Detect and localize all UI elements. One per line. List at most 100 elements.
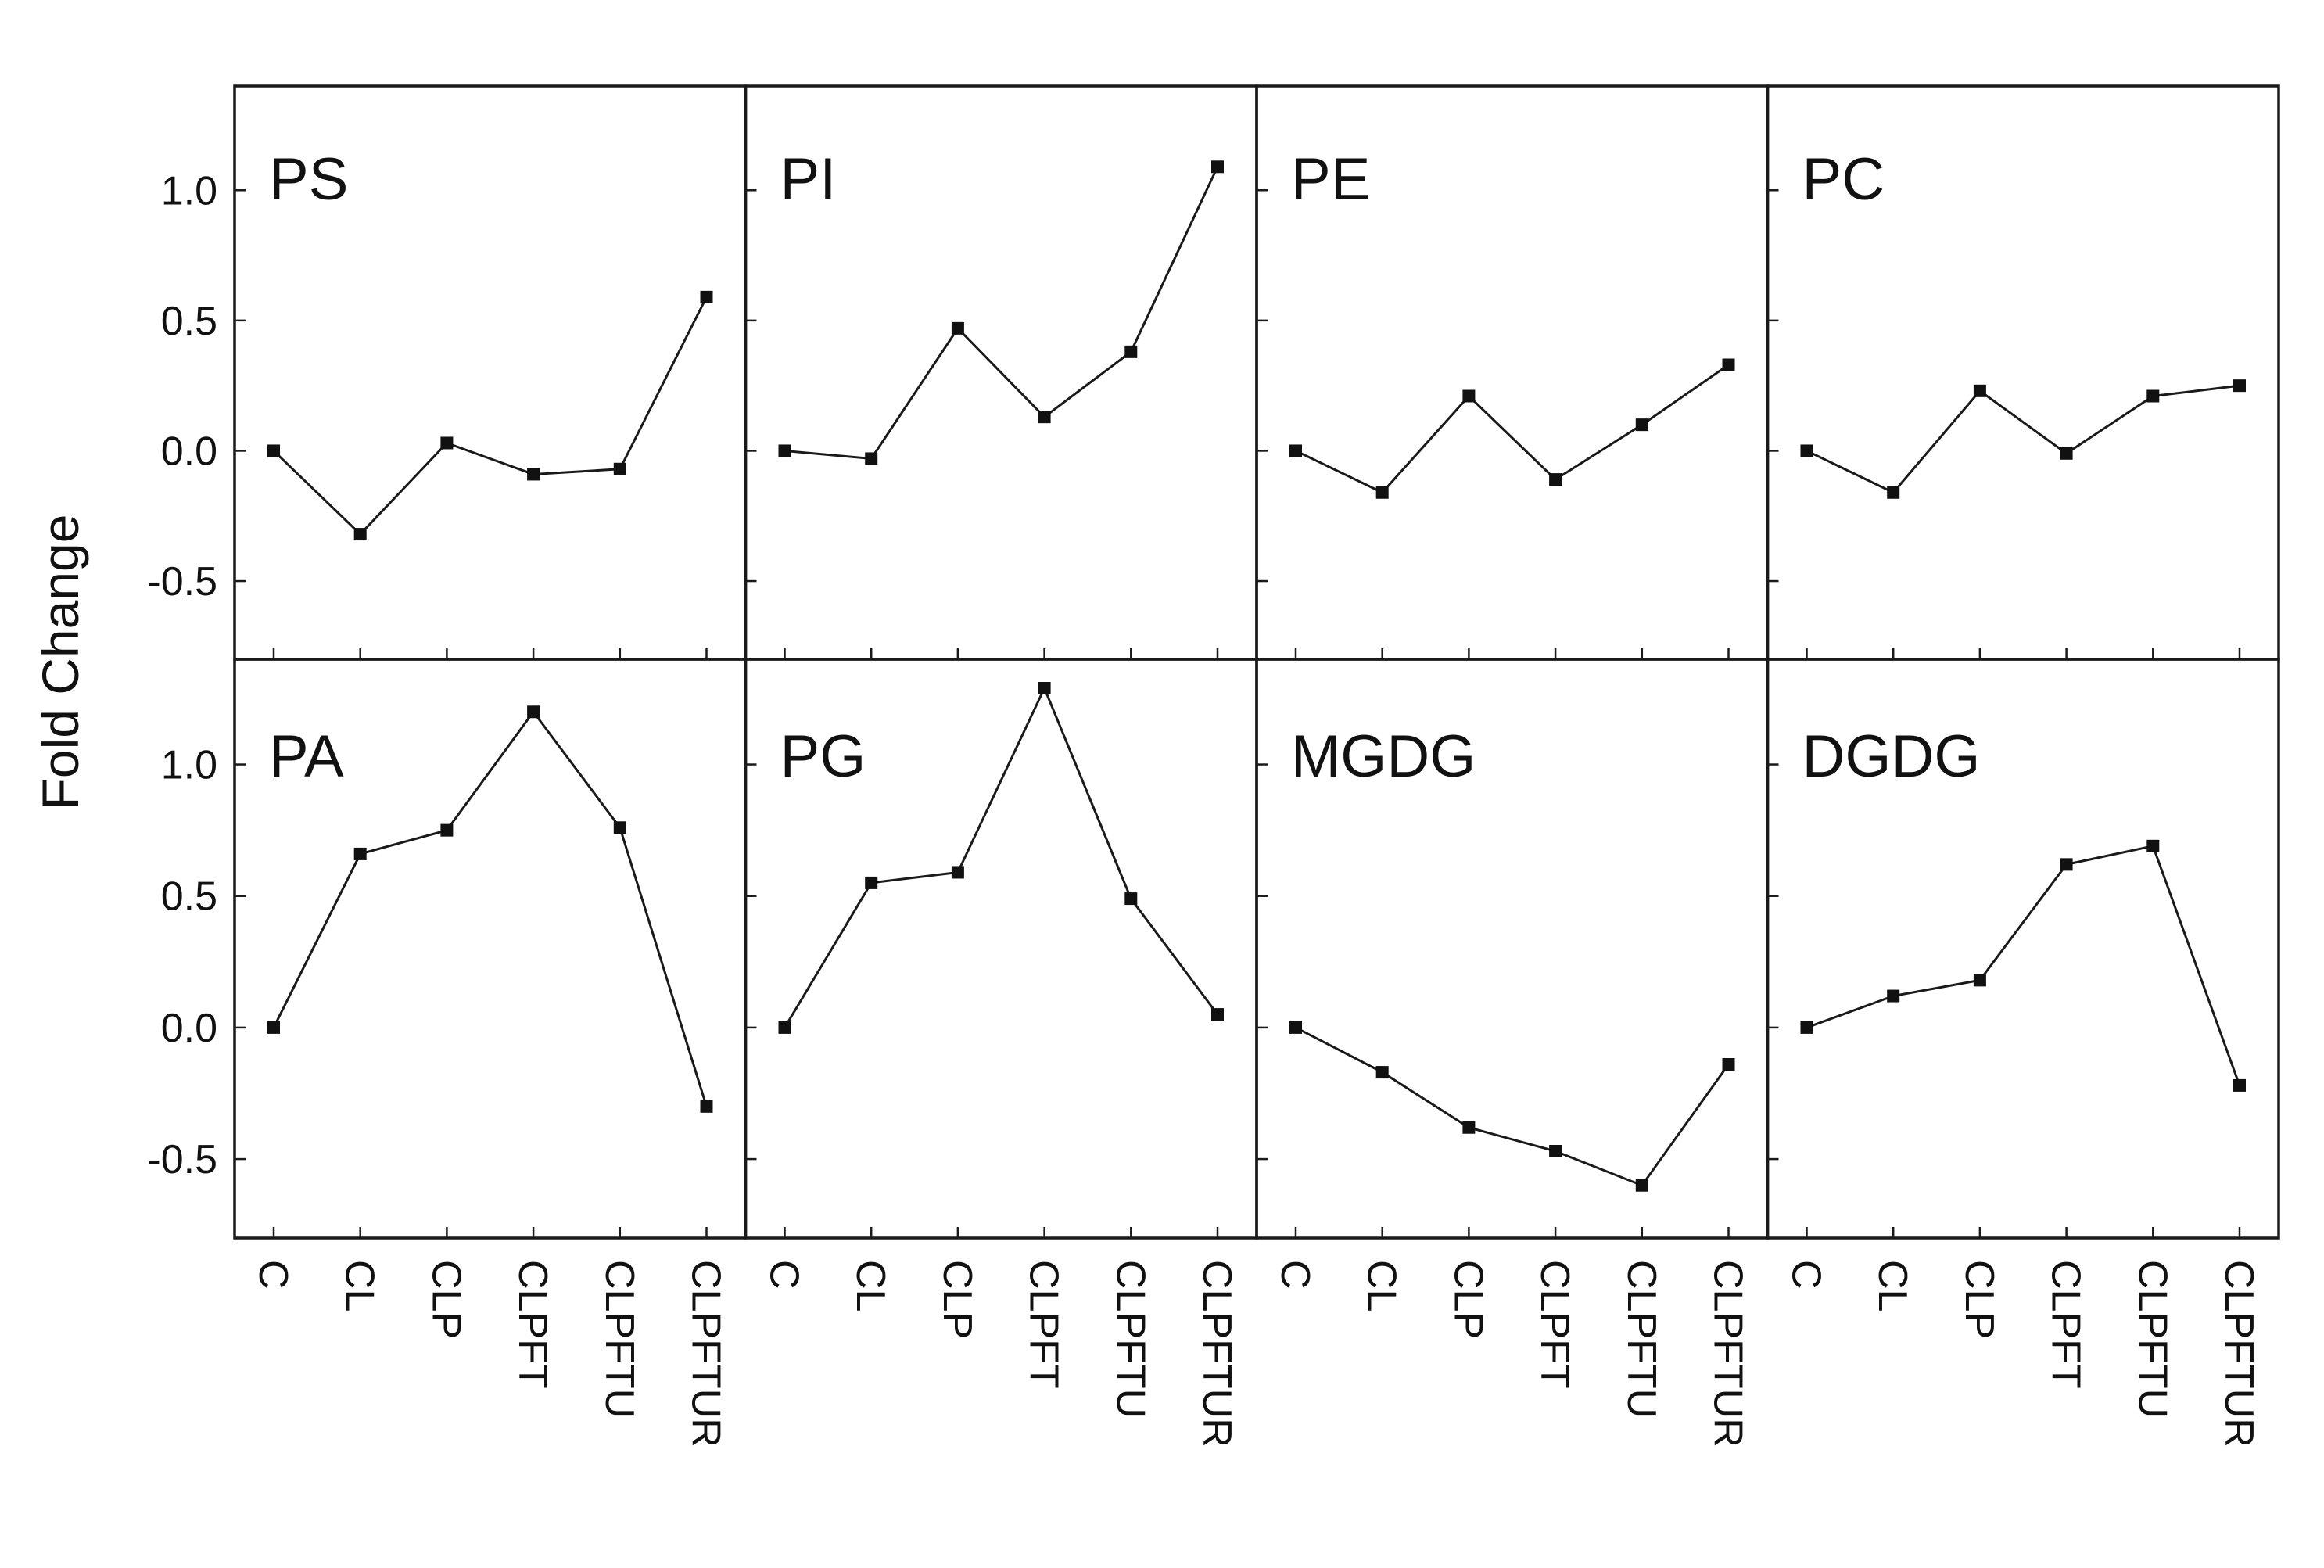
data-point-pg-clpftur	[1211, 1008, 1224, 1021]
data-point-pe-clp	[1462, 389, 1476, 403]
x-tick-label: CLP	[1956, 1260, 2002, 1339]
y-tick-label: 0.5	[161, 874, 217, 920]
data-point-pa-clpftu	[613, 821, 626, 834]
data-point-mgdg-clp	[1462, 1121, 1476, 1134]
series-line-ps	[272, 296, 708, 536]
data-point-mgdg-cl	[1375, 1066, 1389, 1079]
y-tick-label: -0.5	[147, 559, 217, 605]
data-point-pi-c	[778, 444, 791, 457]
data-point-pe-clpft	[1549, 473, 1562, 486]
panel-label-mgdg: MGDG	[1291, 723, 1476, 790]
data-point-pg-clp	[951, 866, 964, 879]
x-tick-label: CLPFT	[1021, 1260, 1067, 1389]
data-point-pa-cl	[353, 847, 367, 860]
data-point-dgdg-clpftu	[2146, 839, 2160, 852]
x-tick-label: CLPFTU	[1619, 1260, 1664, 1418]
data-point-pc-clp	[1973, 384, 1986, 397]
x-tick-label: CLPFTUR	[1705, 1260, 1751, 1448]
panel-label-dgdg: DGDG	[1802, 723, 1981, 790]
data-point-mgdg-clpft	[1549, 1145, 1562, 1157]
data-point-dgdg-cl	[1887, 989, 1900, 1003]
data-point-pa-clpftur	[700, 1100, 713, 1113]
data-point-ps-clp	[440, 436, 454, 450]
x-tick-label: C	[1784, 1260, 1829, 1290]
x-tick-label: CL	[848, 1260, 893, 1311]
panel-label-pg: PG	[780, 723, 866, 790]
series-line-pe	[1295, 364, 1730, 494]
x-tick-label: CL	[1870, 1260, 1915, 1311]
x-tick-label: CLPFTU	[2129, 1260, 2175, 1418]
data-point-pg-c	[778, 1021, 791, 1034]
panel-label-ps: PS	[269, 146, 348, 213]
panel-label-pc: PC	[1802, 146, 1885, 213]
x-tick-label: CLP	[934, 1260, 980, 1339]
data-point-ps-c	[267, 444, 280, 457]
x-tick-label: CLPFTUR	[683, 1260, 729, 1448]
series-line-pa	[272, 709, 708, 1107]
data-point-pg-cl	[865, 876, 878, 889]
data-point-pc-c	[1800, 444, 1813, 457]
x-tick-label: CLPFTU	[1107, 1260, 1153, 1418]
data-point-pe-clpftur	[1722, 358, 1735, 371]
data-point-pi-clpft	[1038, 411, 1051, 424]
data-point-ps-clpftu	[613, 462, 626, 475]
data-point-mgdg-c	[1289, 1021, 1302, 1034]
x-tick-label: C	[762, 1260, 807, 1290]
y-axis-label: Fold Change	[31, 515, 89, 810]
y-tick-label: 0.0	[161, 429, 217, 474]
y-tick-label: 0.0	[161, 1006, 217, 1051]
data-point-mgdg-clpftur	[1722, 1058, 1735, 1071]
x-tick-label: C	[250, 1260, 296, 1290]
data-point-pg-clpftu	[1124, 892, 1138, 906]
data-point-ps-clpft	[527, 468, 540, 481]
data-point-pc-clpft	[2060, 447, 2073, 460]
data-point-ps-clpftur	[700, 290, 713, 303]
x-tick-label: CLPFT	[510, 1260, 555, 1389]
data-point-dgdg-clpft	[2060, 858, 2073, 871]
data-point-ps-cl	[353, 528, 367, 541]
data-point-pa-clp	[440, 823, 454, 837]
x-tick-label: CLP	[423, 1260, 468, 1339]
series-line-mgdg	[1295, 1026, 1730, 1187]
series-line-pg	[784, 685, 1219, 1028]
data-point-pa-c	[267, 1021, 280, 1034]
x-tick-label: CLPFT	[1532, 1260, 1577, 1389]
x-tick-label: CLPFTUR	[2216, 1260, 2261, 1448]
panel-label-pa: PA	[269, 723, 344, 790]
data-point-dgdg-c	[1800, 1021, 1813, 1034]
series-line-pi	[784, 166, 1219, 461]
x-tick-label: CL	[337, 1260, 382, 1311]
panel-label-pi: PI	[780, 146, 837, 213]
x-tick-label: CLP	[1445, 1260, 1490, 1339]
series-line-pc	[1806, 384, 2240, 494]
data-point-pi-clp	[951, 321, 964, 335]
data-point-pc-clpftu	[2146, 389, 2160, 403]
x-tick-label: CL	[1359, 1260, 1404, 1311]
data-point-pi-clpftu	[1124, 345, 1138, 358]
x-tick-label: CLPFTU	[597, 1260, 642, 1418]
series-line-dgdg	[1806, 845, 2241, 1086]
x-tick-label: C	[1272, 1260, 1318, 1290]
y-tick-label: -0.5	[147, 1137, 217, 1182]
data-point-pg-clpft	[1038, 682, 1051, 694]
data-point-pi-clpftur	[1211, 160, 1224, 174]
y-tick-label: 0.5	[161, 299, 217, 344]
panel-frame-dgdg	[1766, 658, 2280, 1240]
data-point-pe-cl	[1375, 486, 1389, 499]
x-tick-label: CLPFTUR	[1194, 1260, 1239, 1448]
data-point-mgdg-clpftu	[1635, 1179, 1648, 1192]
data-point-pc-cl	[1887, 486, 1900, 499]
data-point-pa-clpft	[527, 705, 540, 719]
data-point-pe-clpftu	[1635, 418, 1648, 432]
x-tick-label: CLPFT	[2043, 1260, 2089, 1389]
y-tick-label: 1.0	[161, 168, 217, 213]
y-tick-label: 1.0	[161, 743, 217, 788]
panel-label-pe: PE	[1291, 146, 1370, 213]
data-point-dgdg-clpftur	[2233, 1078, 2246, 1092]
data-point-pe-c	[1289, 444, 1302, 457]
data-point-pc-clpftur	[2233, 379, 2246, 393]
data-point-pi-cl	[865, 452, 878, 465]
data-point-dgdg-clp	[1973, 974, 1986, 987]
